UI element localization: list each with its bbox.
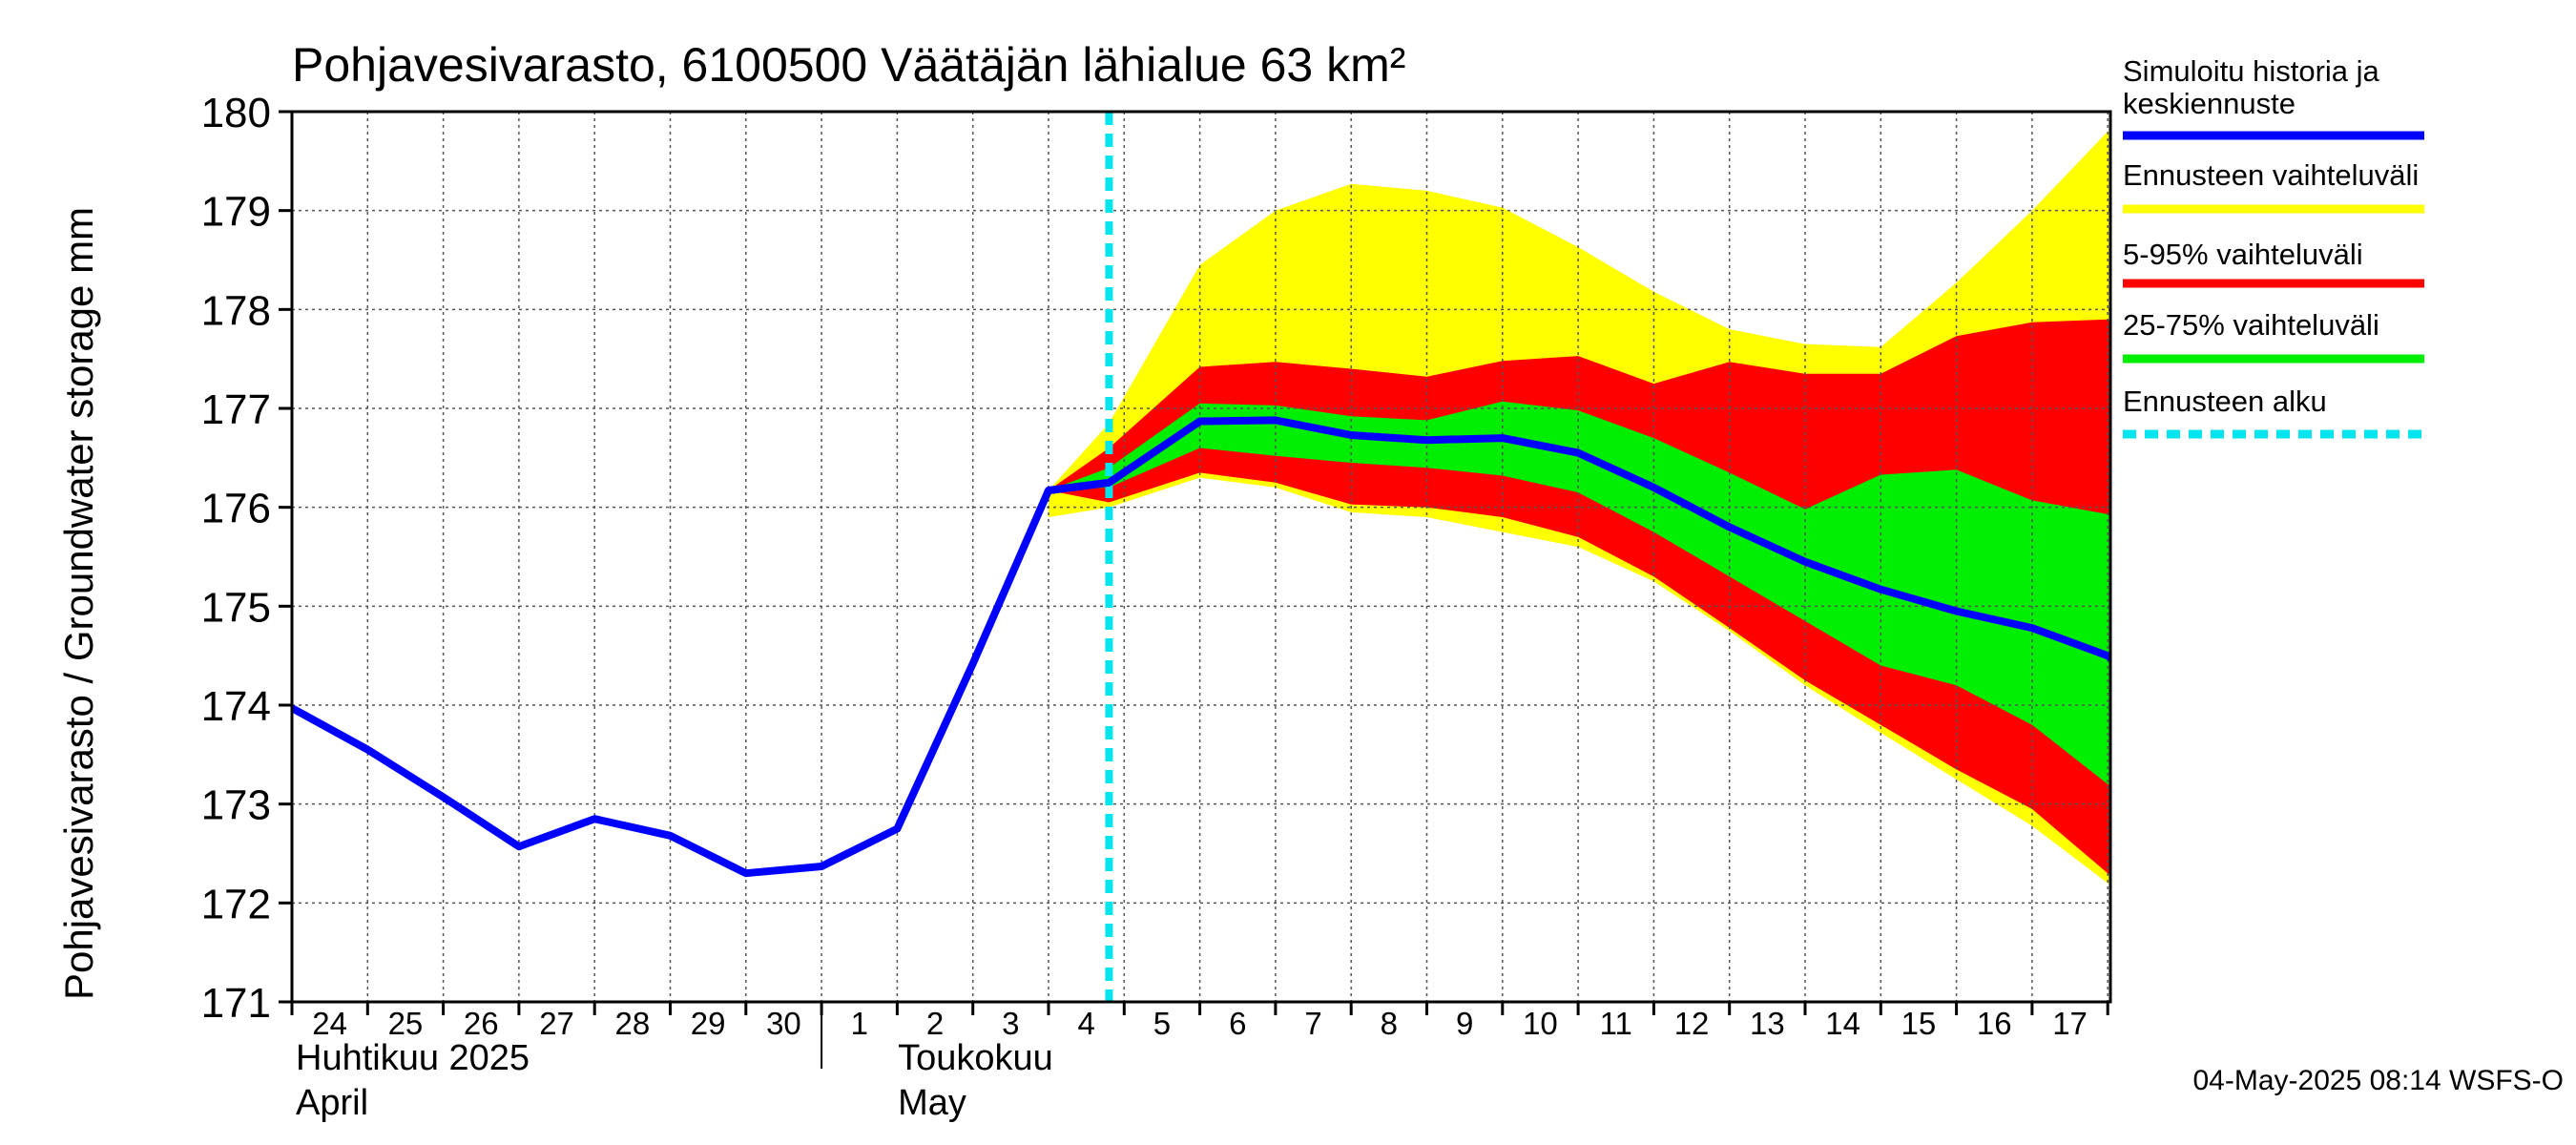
x-tick-label: 8 (1381, 1006, 1398, 1041)
x-tick-label: 9 (1456, 1006, 1473, 1041)
x-tick-label: 26 (464, 1006, 499, 1041)
y-tick-label: 172 (201, 881, 271, 927)
chart-title: Pohjavesivarasto, 6100500 Väätäjän lähia… (292, 38, 1405, 92)
x-tick-label: 7 (1304, 1006, 1321, 1041)
x-tick-label: 27 (539, 1006, 574, 1041)
legend-label: 25-75% vaihteluväli (2123, 308, 2379, 342)
x-tick-label: 28 (614, 1006, 650, 1041)
legend-label: 5-95% vaihteluväli (2123, 238, 2363, 271)
x-tick-label: 29 (691, 1006, 726, 1041)
x-tick-label: 17 (2052, 1006, 2088, 1041)
y-tick-label: 173 (201, 782, 271, 829)
y-axis-label: Pohjavesivarasto / Groundwater storage m… (56, 207, 101, 1000)
forecast-bands (1049, 131, 2110, 886)
x-tick-label: 16 (1977, 1006, 2012, 1041)
series-lines (292, 112, 2110, 1002)
y-tick-label: 178 (201, 287, 271, 334)
month-label: Toukokuu (898, 1038, 1053, 1078)
y-tick-label: 180 (201, 90, 271, 136)
x-tick-label: 12 (1674, 1006, 1710, 1041)
x-tick-label: 5 (1153, 1006, 1171, 1041)
legend-label: keskiennuste (2123, 87, 2296, 120)
y-tick-label: 175 (201, 584, 271, 631)
x-tick-label: 2 (926, 1006, 944, 1041)
y-tick-label: 177 (201, 386, 271, 433)
x-tick-label: 4 (1077, 1006, 1094, 1041)
x-tick-label: 13 (1750, 1006, 1785, 1041)
x-tick-label: 3 (1002, 1006, 1019, 1041)
legend-label: Ennusteen alku (2123, 385, 2327, 418)
band-25-75 (1049, 401, 2110, 787)
month-label-en: April (296, 1083, 368, 1123)
x-tick-label: 6 (1229, 1006, 1246, 1041)
y-tick-label: 174 (201, 683, 271, 730)
grid-lines (292, 112, 2110, 1002)
history-line (292, 478, 1110, 878)
x-tick-label: 1 (851, 1006, 868, 1041)
legend-label: Simuloitu historia ja (2123, 54, 2380, 88)
x-tick-label: 25 (388, 1006, 424, 1041)
y-tick-label: 179 (201, 189, 271, 236)
x-tick-label: 15 (1901, 1006, 1937, 1041)
legend-label: Ennusteen vaihteluväli (2123, 158, 2419, 192)
x-tick-label: 24 (312, 1006, 347, 1041)
y-tick-label: 176 (201, 486, 271, 532)
x-tick-label: 14 (1825, 1006, 1860, 1041)
y-tick-label: 171 (201, 980, 271, 1027)
month-label-en: May (898, 1083, 966, 1123)
x-tick-label: 30 (766, 1006, 801, 1041)
timestamp-footer: 04-May-2025 08:14 WSFS-O (2193, 1065, 2565, 1096)
month-label: Huhtikuu 2025 (296, 1038, 530, 1078)
x-tick-label: 11 (1600, 1006, 1632, 1041)
median-forecast-line (1048, 416, 2110, 663)
x-tick-label: 10 (1523, 1006, 1558, 1041)
